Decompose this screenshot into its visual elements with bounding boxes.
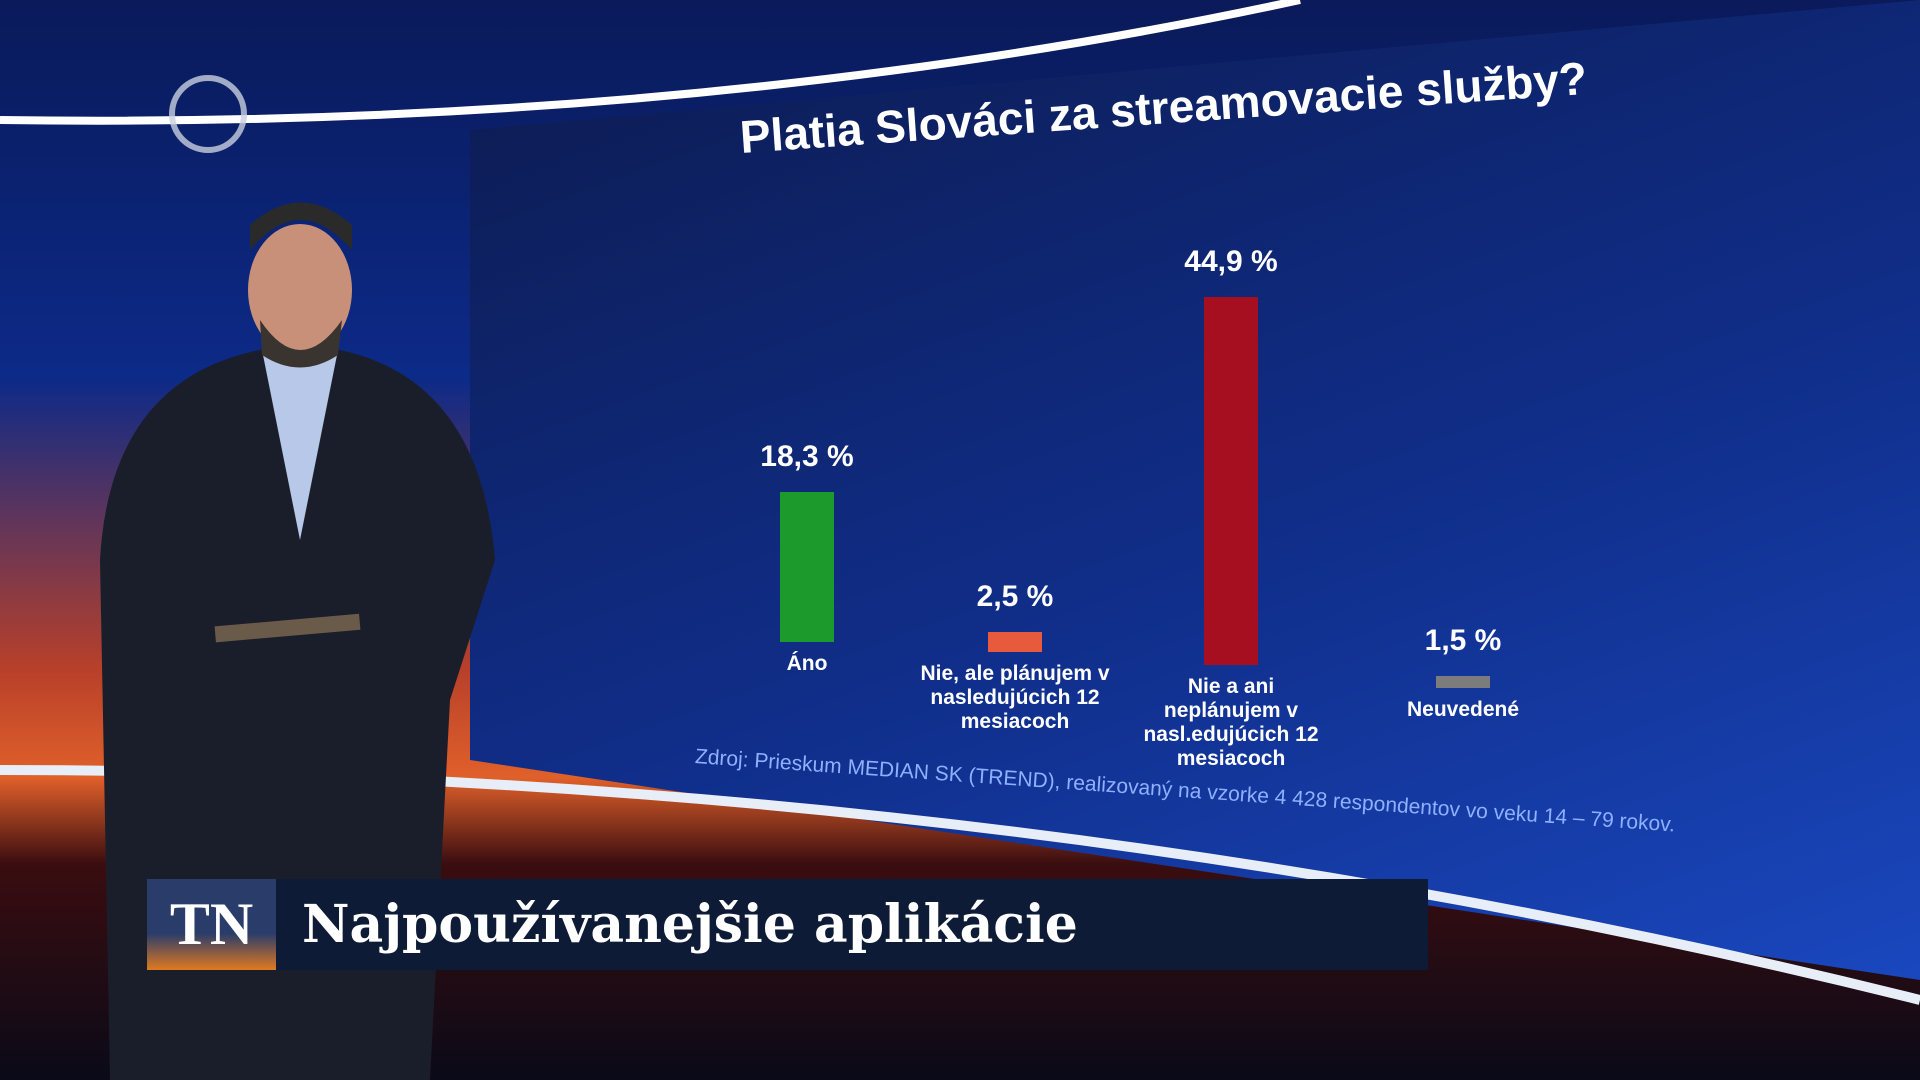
bar: [1204, 296, 1258, 665]
headline: Najpoužívanejšie aplikácie: [302, 894, 1078, 955]
category-label: Neuvedené: [1406, 698, 1520, 721]
category-label: Áno: [786, 652, 828, 675]
category-label: Nie, ale plánujem v nasledujúcich 12 mes…: [920, 662, 1110, 734]
value-label: 1,5 %: [1424, 623, 1502, 657]
bar: [1436, 675, 1490, 688]
value-label: 18,3 %: [760, 439, 854, 473]
category-label: Nie a ani neplánujem v nasl.edujúcich 12…: [1143, 675, 1319, 771]
lower-third: [147, 879, 1428, 970]
value-label: 44,9 %: [1184, 244, 1278, 278]
value-label: 2,5 %: [976, 579, 1054, 613]
channel-logo: TN: [147, 879, 276, 970]
bar: [780, 491, 834, 642]
bar: [988, 631, 1042, 652]
